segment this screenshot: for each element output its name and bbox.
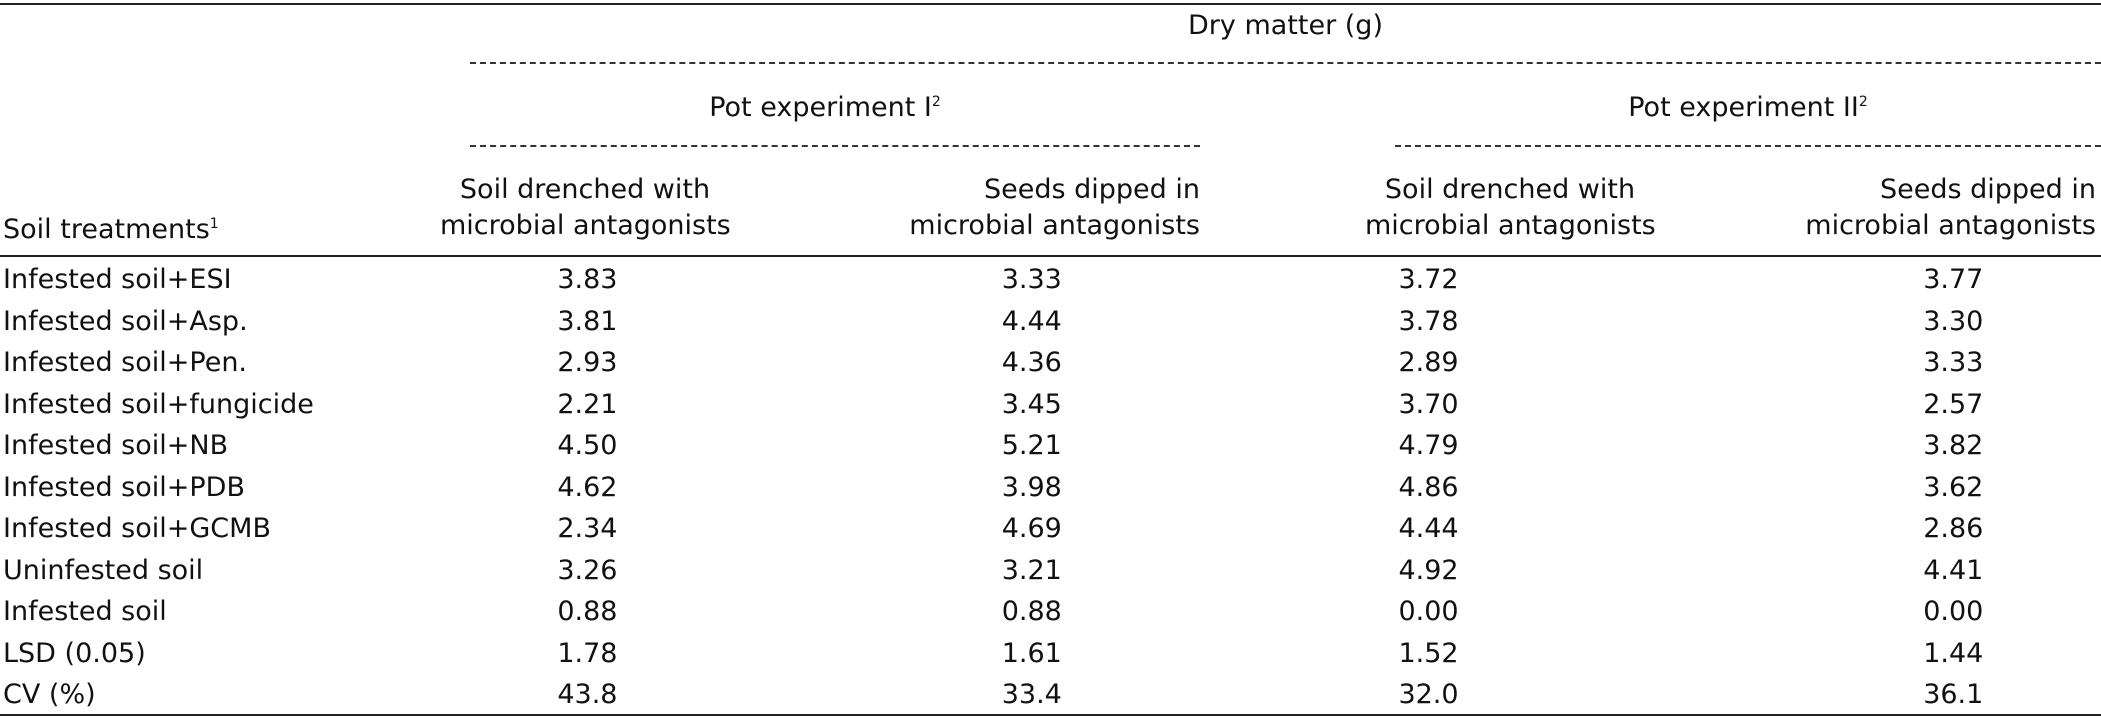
value-cell: 5.21 (1001, 430, 1062, 462)
row-label-footnote: 1 (209, 216, 219, 232)
table-row: Infested soil+PDB 4.62 3.98 4.86 3.62 (0, 467, 2101, 509)
value-cell: 3.98 (1001, 471, 1062, 503)
header-bottom-rule (0, 255, 2101, 257)
col-header-exp1-seeds-dipped: Seeds dipped in microbial antagonists (900, 172, 1200, 244)
row-label: Infested soil+Asp. (3, 305, 248, 337)
col-header-exp2-seeds-dipped: Seeds dipped in microbial antagonists (1796, 172, 2096, 244)
table-row: Infested soil+Pen. 2.93 4.36 2.89 3.33 (0, 342, 2101, 384)
value-cell: 4.36 (1001, 347, 1062, 379)
value-cell: 4.86 (1398, 471, 1459, 503)
value-cell: 33.4 (1001, 679, 1062, 711)
col-header-line: Soil drenched with (1384, 174, 1636, 205)
value-cell: 3.30 (1923, 305, 1984, 337)
value-cell: 3.26 (557, 554, 618, 586)
pot-experiment-1-footnote: 2 (931, 94, 941, 110)
col-header-line: Seeds dipped in (983, 174, 1200, 205)
table-row: Infested soil+fungicide 2.21 3.45 3.70 2… (0, 384, 2101, 426)
row-label: CV (%) (3, 679, 96, 711)
value-cell: 3.70 (1398, 388, 1459, 420)
pot-experiment-1-label: Pot experiment I (709, 92, 932, 123)
pot-experiment-1-header: Pot experiment I2 (450, 90, 1200, 126)
row-label: Infested soil+NB (3, 430, 229, 462)
row-label: Uninfested soil (3, 554, 204, 586)
col-header-line: microbial antagonists (909, 210, 1200, 241)
col-header-line: microbial antagonists (1365, 210, 1656, 241)
col-header-line: Seeds dipped in (1879, 174, 2096, 205)
pot-experiment-1-dashed-rule (470, 145, 1200, 147)
value-cell: 32.0 (1398, 679, 1459, 711)
value-cell: 4.92 (1398, 554, 1459, 586)
table-row: Infested soil 0.88 0.88 0.00 0.00 (0, 591, 2101, 633)
table-row: Infested soil+NB 4.50 5.21 4.79 3.82 (0, 425, 2101, 467)
table-row: Infested soil+ESI 3.83 3.33 3.72 3.77 (0, 259, 2101, 301)
table-row: Infested soil+GCMB 2.34 4.69 4.44 2.86 (0, 508, 2101, 550)
row-label: Infested soil (3, 596, 167, 628)
value-cell: 2.57 (1923, 388, 1984, 420)
value-cell: 2.93 (557, 347, 618, 379)
value-cell: 43.8 (557, 679, 618, 711)
value-cell: 4.79 (1398, 430, 1459, 462)
value-cell: 3.77 (1923, 264, 1984, 296)
value-cell: 3.83 (557, 264, 618, 296)
value-cell: 0.88 (1001, 596, 1062, 628)
row-label-header-text: Soil treatments (3, 214, 210, 245)
value-cell: 3.33 (1923, 347, 1984, 379)
value-cell: 0.00 (1923, 596, 1984, 628)
col-header-line: microbial antagonists (1805, 210, 2096, 241)
pot-experiment-2-header: Pot experiment II2 (1395, 90, 2101, 126)
pot-experiment-2-label: Pot experiment II (1628, 92, 1859, 123)
row-label: Infested soil+ESI (3, 264, 232, 296)
table-row: Uninfested soil 3.26 3.21 4.92 4.41 (0, 550, 2101, 592)
value-cell: 1.61 (1001, 637, 1062, 669)
table-row: LSD (0.05) 1.78 1.61 1.52 1.44 (0, 633, 2101, 675)
dry-matter-header: Dry matter (g) (470, 8, 2101, 44)
value-cell: 2.86 (1923, 513, 1984, 545)
row-label: Infested soil+fungicide (3, 388, 314, 420)
row-label: Infested soil+GCMB (3, 513, 271, 545)
value-cell: 0.88 (557, 596, 618, 628)
value-cell: 3.21 (1001, 554, 1062, 586)
value-cell: 1.44 (1923, 637, 1984, 669)
row-label: Infested soil+Pen. (3, 347, 248, 379)
value-cell: 4.50 (557, 430, 618, 462)
value-cell: 2.89 (1398, 347, 1459, 379)
value-cell: 1.78 (557, 637, 618, 669)
col-header-exp2-soil-drenched: Soil drenched with microbial antagonists (1365, 172, 1656, 244)
value-cell: 3.82 (1923, 430, 1984, 462)
value-cell: 4.62 (557, 471, 618, 503)
row-label-header: Soil treatments1 (3, 212, 219, 248)
value-cell: 3.45 (1001, 388, 1062, 420)
value-cell: 36.1 (1923, 679, 1984, 711)
data-table: Infested soil+ESI 3.83 3.33 3.72 3.77 In… (0, 259, 2101, 716)
col-header-exp1-soil-drenched: Soil drenched with microbial antagonists (440, 172, 731, 244)
value-cell: 3.78 (1398, 305, 1459, 337)
col-header-line: Soil drenched with (459, 174, 711, 205)
value-cell: 2.21 (557, 388, 618, 420)
table-top-rule (0, 3, 2101, 5)
value-cell: 4.44 (1398, 513, 1459, 545)
table-row: CV (%) 43.8 33.4 32.0 36.1 (0, 674, 2101, 716)
value-cell: 0.00 (1398, 596, 1459, 628)
value-cell: 3.72 (1398, 264, 1459, 296)
dry-matter-label: Dry matter (g) (1188, 10, 1383, 41)
value-cell: 4.69 (1001, 513, 1062, 545)
table-bottom-rule (0, 714, 2101, 716)
value-cell: 4.44 (1001, 305, 1062, 337)
pot-experiment-2-dashed-rule (1395, 145, 2101, 147)
value-cell: 3.33 (1001, 264, 1062, 296)
table-row: Infested soil+Asp. 3.81 4.44 3.78 3.30 (0, 301, 2101, 343)
value-cell: 1.52 (1398, 637, 1459, 669)
value-cell: 4.41 (1923, 554, 1984, 586)
value-cell: 2.34 (557, 513, 618, 545)
col-header-line: microbial antagonists (440, 210, 731, 241)
pot-experiment-2-footnote: 2 (1858, 94, 1868, 110)
value-cell: 3.62 (1923, 471, 1984, 503)
row-label: LSD (0.05) (3, 637, 146, 669)
row-label: Infested soil+PDB (3, 471, 245, 503)
value-cell: 3.81 (557, 305, 618, 337)
dry-matter-dashed-rule (470, 62, 2101, 64)
